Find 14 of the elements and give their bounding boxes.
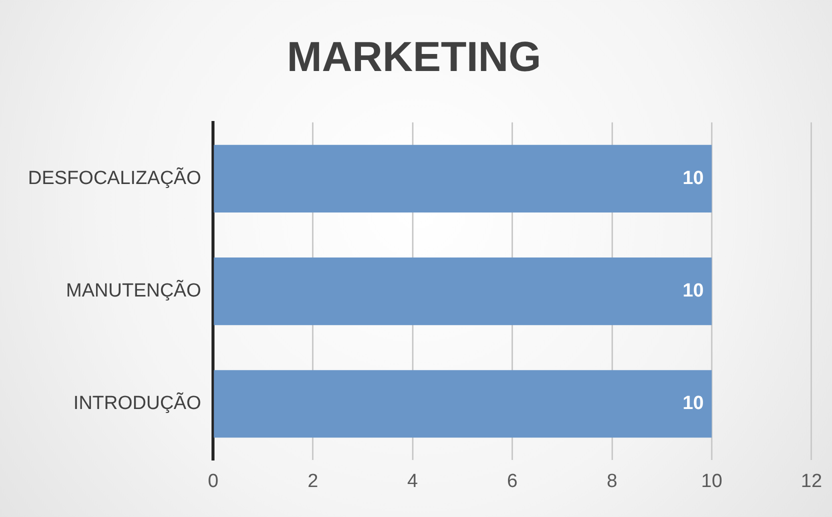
y-tick-label: DESFOCALIZAÇÃO	[28, 166, 202, 189]
x-tick-label: 8	[606, 470, 618, 492]
y-tick-label: INTRODUÇÃO	[73, 392, 202, 414]
x-tick-label: 2	[308, 470, 318, 492]
data-label: 10	[682, 280, 704, 302]
data-label: 10	[682, 168, 704, 189]
chart-title: MARKETING	[286, 32, 542, 80]
x-tick-label: 12	[800, 470, 822, 492]
x-tick-label: 10	[701, 470, 722, 492]
x-tick-label: 0	[208, 470, 218, 492]
y-tick-label: MANUTENÇÃO	[66, 280, 202, 302]
x-tick-label: 4	[407, 470, 418, 492]
data-label: 10	[682, 393, 704, 414]
x-tick-label: 6	[507, 470, 518, 492]
